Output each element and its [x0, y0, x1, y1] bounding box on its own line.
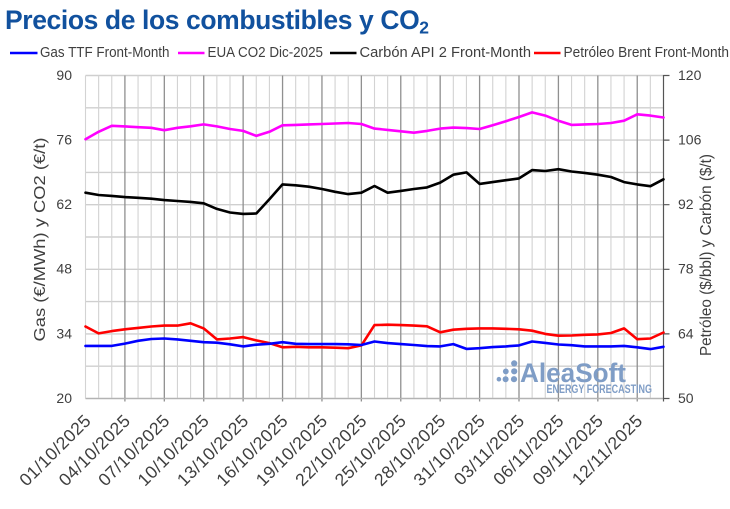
svg-text:Petróleo ($/bbl) y Carbón ($/t: Petróleo ($/bbl) y Carbón ($/t) — [698, 154, 715, 356]
svg-text:ENERGY FORECASTING: ENERGY FORECASTING — [547, 384, 653, 396]
svg-text:34: 34 — [56, 325, 72, 341]
svg-text:EUA CO2 Dic-2025: EUA CO2 Dic-2025 — [208, 45, 324, 61]
svg-text:Precios de los combustibles y: Precios de los combustibles y CO2 — [5, 5, 429, 38]
svg-text:AleaSoft: AleaSoft — [520, 358, 626, 388]
svg-text:Gas TTF Front-Month: Gas TTF Front-Month — [40, 45, 170, 61]
svg-text:78: 78 — [678, 261, 694, 277]
svg-text:20: 20 — [56, 390, 72, 406]
svg-text:Carbón API 2 Front-Month: Carbón API 2 Front-Month — [360, 45, 532, 61]
svg-text:106: 106 — [678, 132, 702, 148]
svg-text:64: 64 — [678, 325, 694, 341]
svg-text:62: 62 — [56, 196, 72, 212]
svg-text:92: 92 — [678, 196, 694, 212]
svg-text:120: 120 — [678, 67, 702, 83]
svg-text:76: 76 — [56, 132, 72, 148]
svg-text:48: 48 — [56, 261, 72, 277]
svg-text:50: 50 — [678, 390, 694, 406]
svg-text:Gas (€/MWh) y CO2 (€/t): Gas (€/MWh) y CO2 (€/t) — [32, 138, 49, 342]
svg-text:Petróleo Brent Front-Month: Petróleo Brent Front-Month — [564, 45, 730, 61]
svg-text:90: 90 — [56, 67, 72, 83]
